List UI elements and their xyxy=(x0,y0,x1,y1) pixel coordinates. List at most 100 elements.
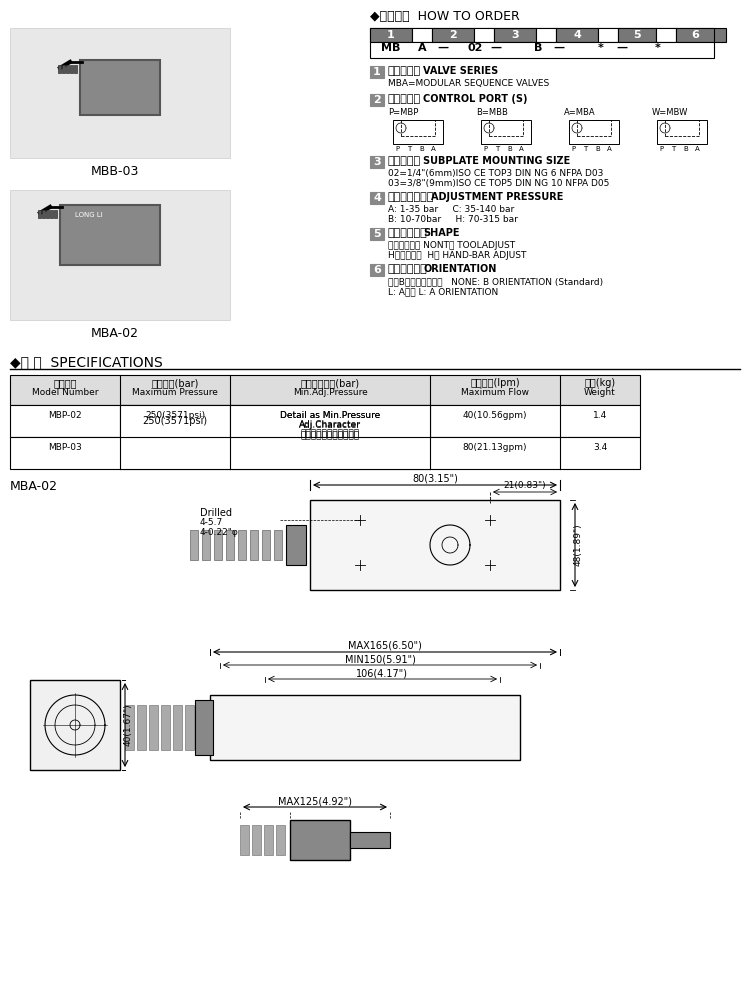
Bar xyxy=(489,120,523,136)
Text: B: B xyxy=(419,146,424,152)
Text: 请查阅最低调整压力特性: 请查阅最低调整压力特性 xyxy=(301,429,359,438)
Bar xyxy=(577,120,611,136)
Bar xyxy=(80,60,160,115)
Bar xyxy=(10,375,640,405)
Text: Model Number: Model Number xyxy=(32,388,98,397)
Text: P=MBP: P=MBP xyxy=(388,108,418,117)
Text: MBP-02: MBP-02 xyxy=(48,411,82,420)
Text: Maximum Flow: Maximum Flow xyxy=(461,388,529,397)
Text: 压力调整范围：: 压力调整范围： xyxy=(388,192,434,202)
Bar xyxy=(238,530,246,560)
Bar xyxy=(197,705,206,750)
Bar xyxy=(569,120,619,144)
Bar xyxy=(202,530,210,560)
Circle shape xyxy=(129,89,135,95)
Text: P: P xyxy=(659,146,663,152)
Bar xyxy=(350,832,390,848)
Bar xyxy=(46,210,49,218)
Text: MIN150(5.91"): MIN150(5.91") xyxy=(344,655,416,665)
Text: T: T xyxy=(583,146,587,152)
Bar xyxy=(214,530,222,560)
Bar xyxy=(54,210,57,218)
Bar xyxy=(393,120,443,144)
Bar xyxy=(10,437,640,469)
Text: P: P xyxy=(483,146,488,152)
Circle shape xyxy=(107,103,113,109)
Text: B: B xyxy=(595,146,600,152)
Text: 型式号码: 型式号码 xyxy=(53,378,76,388)
Bar xyxy=(66,65,69,73)
Text: 称呼口径：: 称呼口径： xyxy=(388,156,422,166)
Text: A: A xyxy=(418,43,426,53)
Bar xyxy=(10,28,230,158)
Text: A: A xyxy=(695,146,700,152)
Text: 6: 6 xyxy=(373,265,381,275)
Circle shape xyxy=(86,226,94,234)
Text: Min.Adj.Pressure: Min.Adj.Pressure xyxy=(292,388,368,397)
Text: 02: 02 xyxy=(467,43,483,53)
Text: T: T xyxy=(671,146,675,152)
Bar xyxy=(38,210,41,218)
Bar xyxy=(432,28,474,42)
Text: 2: 2 xyxy=(374,95,381,105)
Text: 40(1.67"): 40(1.67") xyxy=(124,704,133,747)
Bar xyxy=(120,405,230,469)
Text: 80(21.13gpm): 80(21.13gpm) xyxy=(463,443,527,452)
Text: 4-5.7: 4-5.7 xyxy=(200,518,223,527)
Text: L: A方向 L: A ORIENTATION: L: A方向 L: A ORIENTATION xyxy=(388,287,498,296)
Bar xyxy=(185,705,194,750)
Text: T: T xyxy=(407,146,411,152)
Text: A: A xyxy=(607,146,612,152)
Text: 无：B方向（标准型）   NONE: B ORIENTATION (Standard): 无：B方向（标准型） NONE: B ORIENTATION (Standard… xyxy=(388,277,603,286)
Bar xyxy=(370,192,384,204)
Text: 02=1/4"(6mm)ISO CE TOP3 DIN NG 6 NFPA D03: 02=1/4"(6mm)ISO CE TOP3 DIN NG 6 NFPA D0… xyxy=(388,169,603,178)
Text: P: P xyxy=(395,146,399,152)
Circle shape xyxy=(66,226,74,234)
Text: VALVE SERIES: VALVE SERIES xyxy=(423,66,498,76)
Bar xyxy=(370,42,714,58)
Circle shape xyxy=(85,89,91,95)
Text: B: 10-70bar     H: 70-315 bar: B: 10-70bar H: 70-315 bar xyxy=(388,215,518,224)
Text: B: B xyxy=(534,43,542,53)
Text: MBA-02: MBA-02 xyxy=(10,480,58,493)
Bar xyxy=(474,28,494,42)
Bar xyxy=(190,530,198,560)
Bar xyxy=(370,66,384,78)
Bar xyxy=(70,65,73,73)
Text: ADJUSTMENT PRESSURE: ADJUSTMENT PRESSURE xyxy=(431,192,563,202)
Text: CONTROL PORT (S): CONTROL PORT (S) xyxy=(423,94,527,104)
Text: ORIENTATION: ORIENTATION xyxy=(423,264,496,274)
Bar xyxy=(149,705,158,750)
Text: Drilled: Drilled xyxy=(200,508,232,518)
Text: —: — xyxy=(490,43,502,53)
Bar xyxy=(173,705,182,750)
Bar xyxy=(370,28,726,42)
Text: 3: 3 xyxy=(512,30,519,40)
Bar xyxy=(370,28,412,42)
Circle shape xyxy=(129,103,135,109)
Bar xyxy=(676,28,714,42)
Text: SHAPE: SHAPE xyxy=(423,228,460,238)
Text: —: — xyxy=(437,43,448,53)
Bar xyxy=(310,500,560,590)
Bar xyxy=(252,825,261,855)
Text: W=MBW: W=MBW xyxy=(652,108,688,117)
Text: —: — xyxy=(616,43,628,53)
Text: 调整部方向：: 调整部方向： xyxy=(388,264,427,274)
Circle shape xyxy=(85,103,91,109)
Text: Maximum Pressure: Maximum Pressure xyxy=(132,388,218,397)
Text: B: B xyxy=(683,146,688,152)
Bar xyxy=(240,825,249,855)
Bar xyxy=(536,28,556,42)
Text: ◆编号说明  HOW TO ORDER: ◆编号说明 HOW TO ORDER xyxy=(370,10,520,23)
Text: MBA=MODULAR SEQUENCE VALVES: MBA=MODULAR SEQUENCE VALVES xyxy=(388,79,549,88)
Bar xyxy=(412,28,432,42)
Circle shape xyxy=(85,75,91,81)
Text: 250(3571psi): 250(3571psi) xyxy=(145,411,205,420)
Text: 4: 4 xyxy=(373,193,381,203)
Text: ◆规 格  SPECIFICATIONS: ◆规 格 SPECIFICATIONS xyxy=(10,355,163,369)
Text: SUBPLATE MOUNTING SIZE: SUBPLATE MOUNTING SIZE xyxy=(423,156,570,166)
Text: —: — xyxy=(554,43,565,53)
Text: MBA-02: MBA-02 xyxy=(91,327,139,340)
Text: 调整部形状：: 调整部形状： xyxy=(388,228,427,238)
